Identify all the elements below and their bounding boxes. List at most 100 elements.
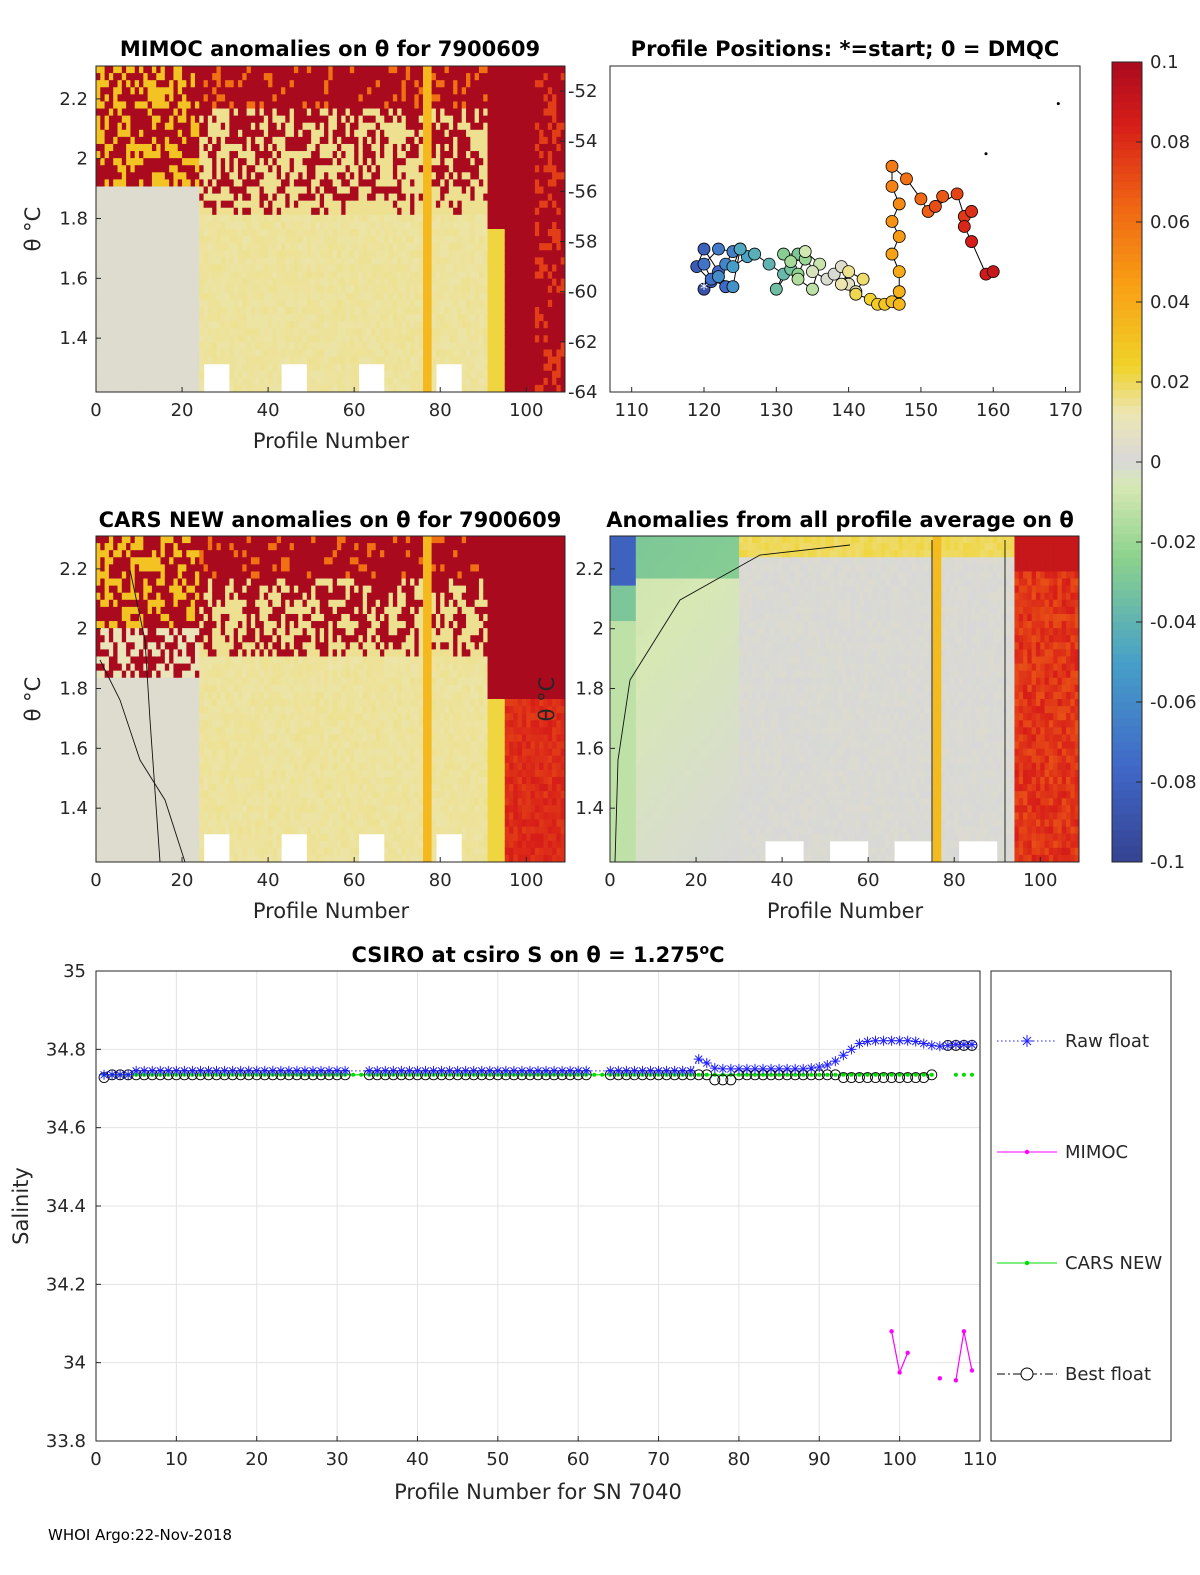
- heatmap-cell: [496, 129, 502, 138]
- heatmap-cell: [414, 108, 420, 117]
- heatmap-cell: [233, 207, 239, 216]
- heatmap-cell: [440, 207, 446, 216]
- heatmap-cell: [216, 66, 222, 74]
- heatmap-cell: [453, 342, 459, 351]
- heatmap-cell: [517, 179, 523, 188]
- heatmap-cell: [461, 349, 467, 358]
- heatmap-cell: [328, 221, 334, 230]
- heatmap-cell: [496, 151, 502, 159]
- heatmap-cell: [539, 250, 545, 258]
- heatmap-cell: [384, 250, 390, 258]
- heatmap-cell: [298, 349, 304, 358]
- heatmap-cell: [160, 264, 166, 273]
- heatmap-cell: [496, 143, 502, 152]
- heatmap-cell: [513, 94, 519, 103]
- heatmap-cell: [126, 158, 132, 166]
- heatmap-cell: [384, 321, 390, 329]
- heatmap-cell: [448, 158, 454, 166]
- heatmap-cell: [306, 377, 312, 386]
- heatmap-cell: [220, 214, 226, 223]
- heatmap-cell: [560, 243, 565, 251]
- heatmap-cell: [509, 221, 514, 230]
- heatmap-cell: [410, 236, 415, 244]
- heatmap-cell: [242, 306, 248, 315]
- heatmap-cell: [487, 278, 493, 287]
- heatmap-cell: [509, 80, 514, 88]
- heatmap-cell: [319, 87, 325, 95]
- heatmap-cell: [143, 136, 149, 145]
- heatmap-cell: [143, 250, 149, 258]
- heatmap-cell: [384, 186, 390, 195]
- heatmap-cell: [246, 229, 252, 237]
- heatmap-cell: [328, 264, 334, 273]
- heatmap-cell: [410, 122, 415, 131]
- heatmap-cell: [263, 66, 269, 74]
- heatmap-cell: [483, 101, 489, 110]
- heatmap-cell: [461, 229, 467, 237]
- heatmap-cell: [315, 151, 321, 159]
- heatmap-cell: [410, 384, 415, 392]
- heatmap-cell: [552, 349, 557, 358]
- heatmap-cell: [526, 87, 532, 95]
- heatmap-cell: [250, 136, 256, 145]
- heatmap-cell: [397, 299, 403, 308]
- heatmap-cell: [530, 172, 536, 180]
- heatmap-cell: [354, 278, 360, 287]
- heatmap-cell: [212, 321, 218, 329]
- heatmap-cell: [336, 179, 342, 188]
- heatmap-cell: [134, 151, 140, 159]
- heatmap-cell: [461, 335, 467, 343]
- heatmap-cell: [405, 87, 411, 95]
- heatmap-cell: [203, 172, 209, 180]
- heatmap-cell: [289, 221, 295, 230]
- heatmap-cell: [126, 143, 132, 152]
- heatmap-cell: [156, 229, 162, 237]
- heatmap-cell: [96, 115, 101, 124]
- heatmap-cell: [431, 87, 437, 95]
- heatmap-cell: [272, 384, 278, 392]
- heatmap-cell: [418, 136, 424, 145]
- heatmap-cell: [478, 342, 484, 351]
- profile-position-marker: [784, 255, 798, 269]
- heatmap-cell: [504, 370, 510, 379]
- heatmap-cell: [354, 335, 360, 343]
- heatmap-cell: [237, 66, 243, 74]
- heatmap-cell: [362, 179, 368, 188]
- heatmap-cell: [143, 292, 149, 301]
- heatmap-cell: [237, 328, 243, 336]
- heatmap-cell: [534, 328, 540, 336]
- heatmap-cell: [367, 257, 372, 266]
- heatmap-cell: [500, 321, 506, 329]
- heatmap-cell: [263, 129, 269, 138]
- heatmap-cell: [474, 377, 480, 386]
- heatmap-cell: [173, 335, 179, 343]
- heatmap-cell: [556, 207, 562, 216]
- heatmap-cell: [517, 115, 523, 124]
- heatmap-cell: [173, 172, 179, 180]
- heatmap-cell: [405, 193, 411, 202]
- heatmap-cell: [336, 243, 342, 251]
- heatmap-cell: [397, 179, 403, 188]
- heatmap-cell: [302, 151, 308, 159]
- heatmap-cell: [143, 328, 149, 336]
- heatmap-cell: [182, 179, 187, 188]
- heatmap-cell: [491, 193, 497, 202]
- heatmap-cell: [100, 257, 106, 266]
- heatmap-cell: [220, 285, 226, 294]
- heatmap-cell: [259, 328, 265, 336]
- heatmap-cell: [358, 292, 364, 301]
- heatmap-cell: [444, 271, 450, 280]
- heatmap-cell: [466, 73, 471, 81]
- heatmap-cell: [199, 250, 205, 258]
- heatmap-cell: [156, 236, 162, 244]
- heatmap-cell: [509, 257, 514, 266]
- heatmap-cell: [233, 271, 239, 280]
- heatmap-cell: [177, 87, 183, 95]
- heatmap-cell: [186, 94, 192, 103]
- heatmap-cell: [556, 384, 562, 392]
- heatmap-cell: [556, 377, 562, 386]
- heatmap-cell: [384, 236, 390, 244]
- heatmap-cell: [100, 94, 106, 103]
- heatmap-cell: [504, 335, 510, 343]
- heatmap-cell: [293, 236, 299, 244]
